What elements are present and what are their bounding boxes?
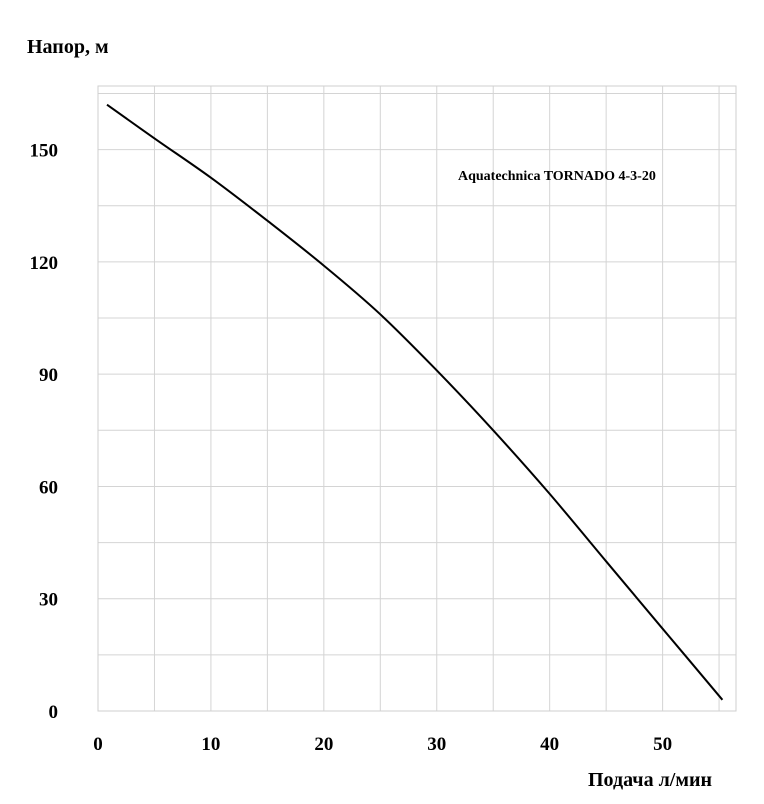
y-tick-label: 60 [39,477,58,498]
y-tick-labels: 0 30 60 90 120 150 [30,141,59,723]
x-tick-labels: 0 10 20 30 40 50 [93,734,672,755]
x-tick-label: 10 [201,734,220,755]
x-tick-label: 0 [93,734,103,755]
x-tick-label: 40 [540,734,559,755]
x-axis-title: Подача л/мин [588,769,712,791]
y-tick-label: 0 [49,702,59,723]
grid [98,86,736,711]
series-annotation: Aquatechnica TORNADO 4-3-20 [458,169,656,184]
x-tick-label: 30 [427,734,446,755]
y-tick-label: 150 [30,141,59,162]
plot-frame [97,85,737,712]
head-flow-curve [106,103,724,701]
y-axis-title: Напор, м [27,36,109,58]
x-tick-label: 20 [314,734,333,755]
y-tick-label: 120 [30,253,59,274]
y-tick-label: 90 [39,365,58,386]
y-tick-label: 30 [39,590,58,611]
x-tick-label: 50 [653,734,672,755]
